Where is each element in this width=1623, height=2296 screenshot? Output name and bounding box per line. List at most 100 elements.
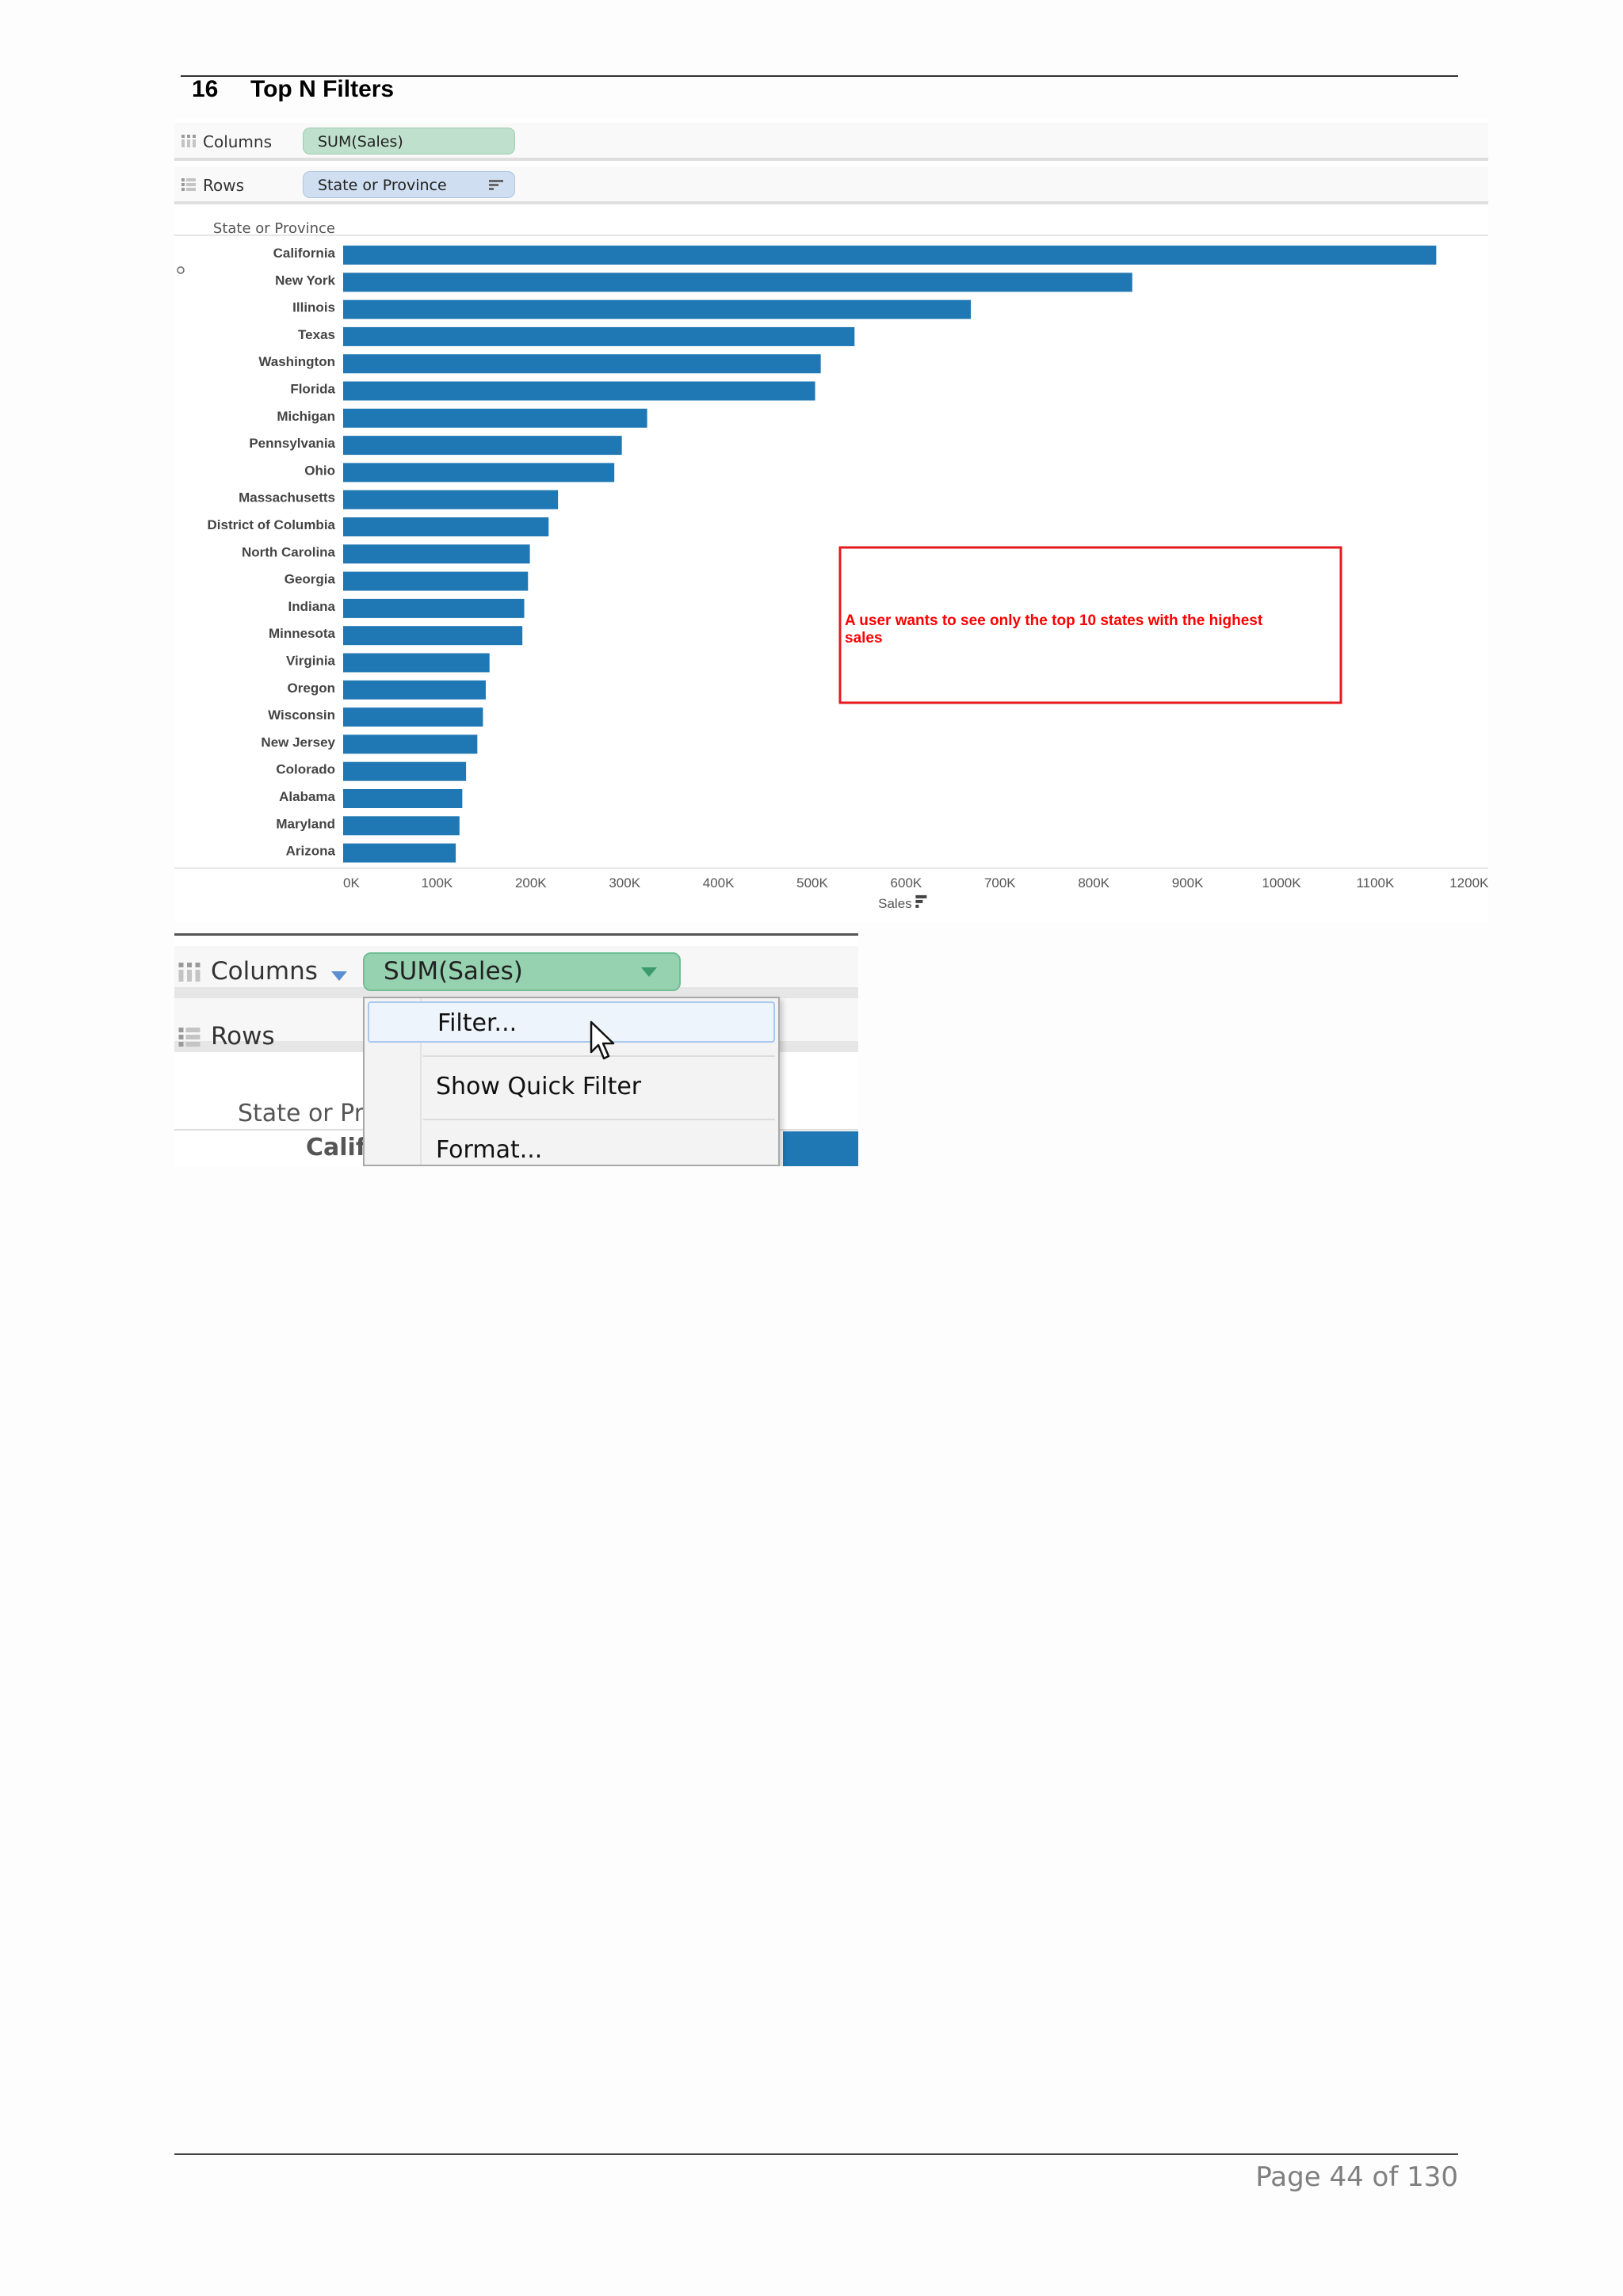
category-label: Oregon bbox=[288, 681, 335, 696]
category-label: Arizona bbox=[286, 844, 336, 859]
x-tick-label: 800K bbox=[1078, 875, 1109, 891]
top-rule bbox=[174, 933, 858, 936]
category-label: Indiana bbox=[288, 599, 335, 614]
bar bbox=[343, 789, 463, 808]
menu-separator bbox=[423, 1055, 775, 1057]
menu-gutter bbox=[420, 998, 422, 1165]
pill-context-menu: Filter... Show Quick Filter Format... bbox=[363, 997, 780, 1166]
page-number: Page 44 of 130 bbox=[1255, 2161, 1458, 2193]
zoom-sum-sales-label: SUM(Sales) bbox=[384, 957, 523, 986]
heading-rule bbox=[181, 75, 1458, 77]
state-province-pill[interactable]: State or Province bbox=[303, 171, 515, 198]
zoom-rows-icon bbox=[178, 1028, 200, 1047]
bar bbox=[343, 707, 483, 727]
rows-label: Rows bbox=[203, 176, 245, 195]
rows-icon bbox=[181, 178, 196, 191]
bar bbox=[343, 273, 1132, 292]
bar bbox=[343, 816, 460, 836]
category-label: New York bbox=[275, 273, 335, 288]
zoom-rows-label: Rows bbox=[211, 1022, 275, 1051]
category-label: Illinois bbox=[292, 300, 335, 315]
sum-sales-pill[interactable]: SUM(Sales) bbox=[303, 128, 515, 154]
section-heading: 16 Top N Filters bbox=[192, 76, 394, 103]
columns-dropdown-icon[interactable] bbox=[331, 971, 347, 981]
x-tick-label: 200K bbox=[515, 875, 547, 891]
sort-icon bbox=[489, 180, 503, 190]
bar bbox=[343, 843, 456, 863]
menu-separator bbox=[423, 1119, 775, 1120]
bar bbox=[343, 408, 647, 428]
category-label: Georgia bbox=[285, 572, 336, 587]
bar bbox=[343, 653, 490, 673]
rows-shelf: Rows State or Province bbox=[174, 166, 1488, 204]
x-tick-label: 600K bbox=[891, 875, 922, 891]
x-tick-label: 1100K bbox=[1356, 875, 1395, 891]
sales-bar-chart: State or Province California New York Illin… bbox=[174, 220, 1488, 911]
bar bbox=[343, 246, 1437, 265]
menu-item-format[interactable]: Format... bbox=[436, 1136, 543, 1164]
menu-item-show-quick-filter[interactable]: Show Quick Filter bbox=[436, 1073, 642, 1100]
mouse-cursor-icon bbox=[590, 1020, 615, 1060]
columns-icon bbox=[181, 135, 196, 147]
bar bbox=[343, 544, 530, 564]
zoom-columns-icon bbox=[178, 963, 200, 982]
x-tick-label: 0K bbox=[343, 875, 360, 891]
category-label: Michigan bbox=[277, 409, 335, 424]
annotation-box bbox=[838, 546, 1342, 704]
category-label: Massachusetts bbox=[239, 490, 335, 505]
category-label: Colorado bbox=[276, 762, 335, 777]
x-tick-label: 1200K bbox=[1449, 875, 1488, 891]
row-marker-icon bbox=[177, 266, 185, 274]
bar bbox=[343, 436, 622, 456]
bar bbox=[343, 326, 855, 346]
x-sort-icon bbox=[915, 904, 919, 908]
bar bbox=[343, 463, 615, 482]
bar bbox=[343, 517, 549, 536]
annotation-text: sales bbox=[845, 630, 883, 646]
columns-shelf: Columns SUM(Sales) bbox=[174, 123, 1488, 161]
zoom-sum-sales-pill[interactable]: SUM(Sales) bbox=[363, 952, 681, 991]
category-label: District of Columbia bbox=[207, 517, 335, 532]
annotation-text: A user wants to see only the top 10 stat… bbox=[845, 612, 1263, 629]
category-label: North Carolina bbox=[242, 544, 336, 559]
x-tick-label: 1000K bbox=[1262, 875, 1301, 891]
category-label: Virginia bbox=[286, 654, 336, 669]
menu-item-filter[interactable]: Filter... bbox=[368, 1001, 775, 1043]
x-tick-label: 500K bbox=[796, 875, 828, 891]
category-label: Maryland bbox=[276, 816, 335, 831]
category-label: Minnesota bbox=[269, 626, 336, 641]
tableau-screenshot: Columns SUM(Sales) Rows State or Provinc… bbox=[174, 119, 1488, 923]
category-label: Washington bbox=[258, 354, 335, 369]
x-sort-icon bbox=[915, 894, 927, 898]
section-number: 16 bbox=[192, 76, 219, 102]
bar bbox=[343, 680, 486, 700]
category-label: Wisconsin bbox=[268, 707, 335, 723]
category-label: Pennsylvania bbox=[249, 436, 335, 451]
state-province-pill-label: State or Province bbox=[318, 177, 447, 194]
filter-menu-screenshot: Columns SUM(Sales) Rows State or Prov Ca… bbox=[174, 933, 858, 1166]
category-label: California bbox=[273, 246, 336, 261]
x-tick-label: 700K bbox=[984, 875, 1016, 891]
bar bbox=[343, 299, 972, 319]
x-axis-title: Sales bbox=[878, 896, 912, 911]
bar bbox=[343, 490, 559, 509]
pill-dropdown-icon[interactable] bbox=[641, 967, 657, 977]
x-tick-label: 100K bbox=[422, 875, 453, 891]
y-axis-header: State or Province bbox=[213, 220, 335, 237]
x-tick-label: 900K bbox=[1172, 875, 1204, 891]
category-label: Texas bbox=[298, 327, 335, 342]
bar bbox=[343, 626, 523, 646]
bar bbox=[343, 734, 478, 754]
x-sort-icon bbox=[915, 899, 923, 903]
zoom-first-bar bbox=[783, 1131, 858, 1166]
bar bbox=[343, 598, 525, 618]
bar bbox=[343, 761, 467, 781]
zoom-columns-label: Columns bbox=[211, 957, 318, 986]
columns-label: Columns bbox=[203, 132, 273, 151]
section-title: Top N Filters bbox=[250, 76, 395, 102]
bar bbox=[343, 354, 821, 374]
category-label: Florida bbox=[290, 382, 335, 397]
footer-rule bbox=[174, 2153, 1458, 2155]
bar bbox=[343, 571, 529, 591]
category-label: Ohio bbox=[304, 463, 335, 478]
